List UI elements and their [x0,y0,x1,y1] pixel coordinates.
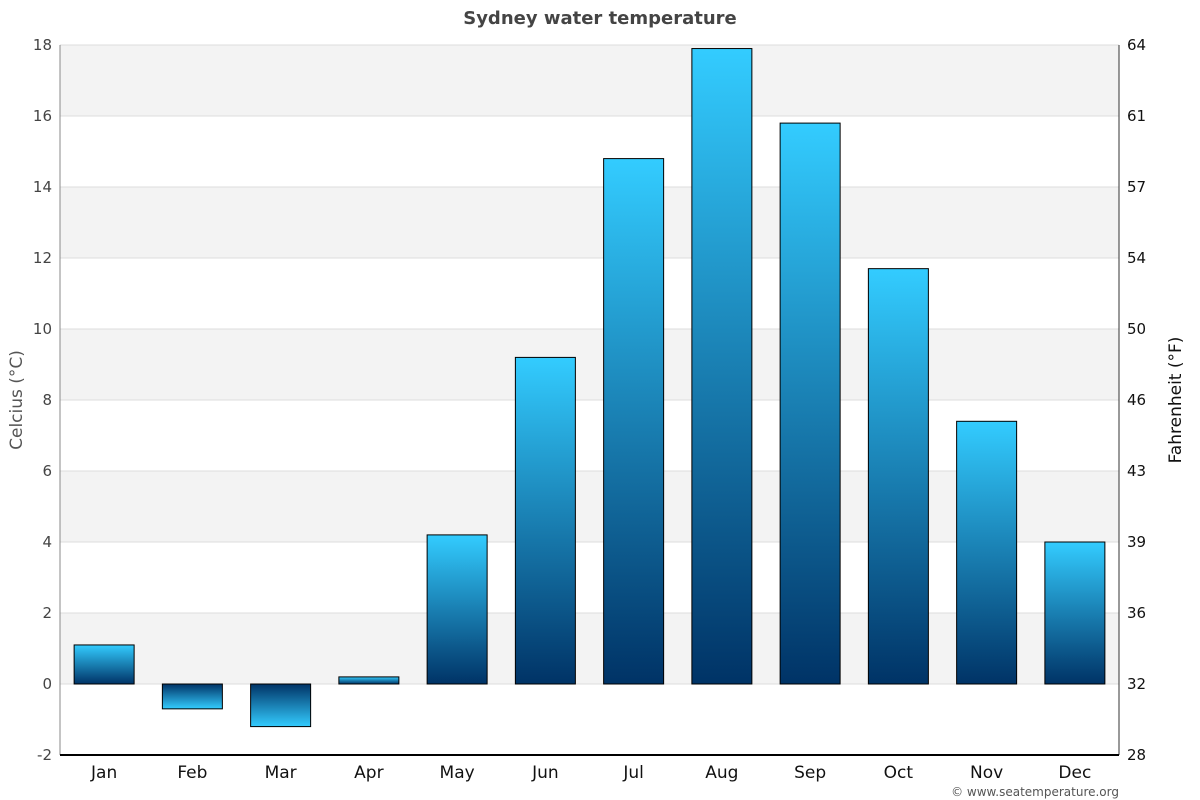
background-band [60,187,1119,258]
x-tick-label-jan: Jan [90,763,117,783]
x-tick-label-feb: Feb [177,763,207,783]
y-tick-label-fahrenheit: 28 [1127,746,1146,764]
y-tick-label-celsius: 4 [42,533,52,551]
bar-oct [867,268,929,685]
gridlines [60,44,1119,756]
bar-dec [1044,541,1106,685]
y-tick-label-celsius: 14 [33,178,52,196]
background-band [60,613,1119,684]
bar-nov [956,420,1018,685]
y-tick-label-celsius: 18 [33,36,52,54]
y-tick-label-fahrenheit: 61 [1127,107,1146,125]
y-tick-label-celsius: 16 [33,107,52,125]
y-tick-label-fahrenheit: 54 [1127,249,1146,267]
axes [59,45,1120,756]
bar-feb [161,683,223,710]
background-bands [60,45,1119,684]
bars [73,48,1106,728]
bar-mar [250,683,312,728]
chart-title: Sydney water temperature [463,8,737,29]
y-tick-label-fahrenheit: 39 [1127,533,1146,551]
background-band [60,45,1119,116]
bar-jan [73,644,135,685]
bar-aug [691,48,753,685]
bar-jun [514,356,576,685]
x-tick-label-aug: Aug [705,763,738,783]
x-tick-label-jun: Jun [531,763,559,783]
y-tick-label-fahrenheit: 43 [1127,462,1146,480]
y-tick-label-fahrenheit: 32 [1127,675,1146,693]
bar-sep [779,122,841,685]
y-tick-label-celsius: 10 [33,320,52,338]
x-tick-label-may: May [440,763,475,783]
x-tick-label-apr: Apr [354,763,383,783]
y-tick-label-fahrenheit: 57 [1127,178,1146,196]
y-tick-label-celsius: 8 [42,391,52,409]
y-tick-label-celsius: 6 [42,462,52,480]
y-tick-label-celsius: 0 [42,675,52,693]
tick-labels: -20246810121416182832363943465054576164J… [33,36,1146,783]
x-tick-label-dec: Dec [1058,763,1091,783]
bar-apr [338,676,400,685]
y-tick-label-fahrenheit: 50 [1127,320,1146,338]
x-tick-label-oct: Oct [884,763,914,783]
bar-may [426,534,488,685]
background-band [60,329,1119,400]
y-tick-label-fahrenheit: 46 [1127,391,1146,409]
y-axis-label-fahrenheit: Fahrenheit (°F) [1166,337,1186,464]
bar-jul [603,158,665,685]
background-band [60,471,1119,542]
y-tick-label-fahrenheit: 64 [1127,36,1146,54]
y-tick-label-fahrenheit: 36 [1127,604,1146,622]
y-axis-label-celsius: Celcius (°C) [7,350,27,450]
x-tick-label-jul: Jul [622,763,644,783]
y-tick-label-celsius: 12 [33,249,52,267]
y-tick-label-celsius: 2 [42,604,52,622]
x-tick-label-nov: Nov [970,763,1003,783]
x-tick-label-sep: Sep [794,763,826,783]
x-tick-label-mar: Mar [265,763,297,783]
y-tick-label-celsius: -2 [37,746,52,764]
credit-text: © www.seatemperature.org [951,785,1119,799]
